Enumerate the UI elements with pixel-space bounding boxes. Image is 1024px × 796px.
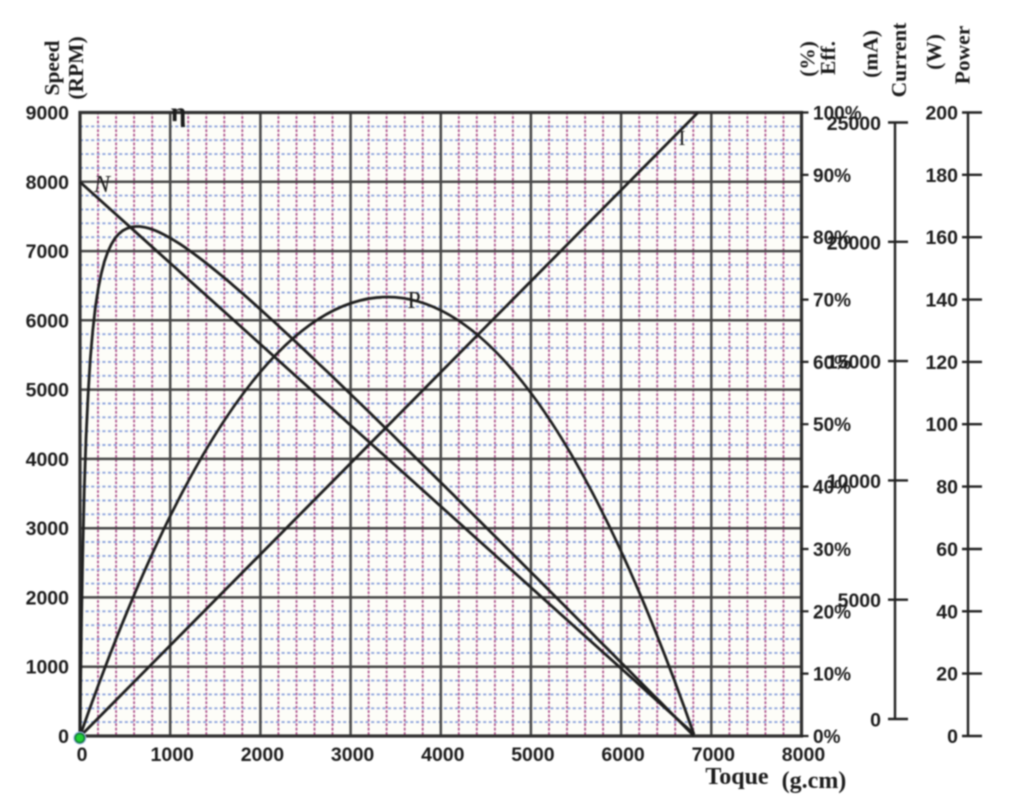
svg-text:8000: 8000: [26, 172, 70, 194]
svg-text:7000: 7000: [26, 241, 70, 263]
svg-text:0: 0: [58, 726, 69, 748]
svg-text:Current: Current: [887, 22, 911, 98]
svg-text:1000: 1000: [151, 744, 195, 766]
svg-text:6000: 6000: [26, 310, 70, 332]
svg-text:10%: 10%: [813, 665, 851, 686]
svg-text:160: 160: [925, 227, 958, 249]
svg-text:3000: 3000: [26, 518, 70, 540]
svg-text:80: 80: [936, 477, 958, 499]
svg-text:(mA): (mA): [859, 30, 883, 78]
svg-text:3000: 3000: [331, 744, 375, 766]
svg-text:90%: 90%: [813, 166, 851, 187]
svg-text:80%: 80%: [813, 228, 851, 249]
svg-text:20%: 20%: [813, 602, 851, 623]
svg-text:8000: 8000: [782, 744, 826, 766]
svg-text:0: 0: [77, 744, 88, 766]
svg-text:Eff.: Eff.: [816, 41, 840, 75]
svg-text:(W): (W): [922, 34, 946, 70]
svg-text:10000: 10000: [827, 471, 881, 493]
svg-text:Speed: Speed: [40, 40, 64, 95]
svg-text:200: 200: [925, 103, 958, 125]
svg-text:4000: 4000: [421, 744, 465, 766]
svg-text:2000: 2000: [241, 744, 285, 766]
svg-text:(g.cm): (g.cm): [782, 768, 847, 794]
svg-text:25000: 25000: [827, 113, 881, 135]
svg-text:140: 140: [925, 290, 958, 312]
svg-text:I: I: [679, 126, 686, 150]
svg-text:5000: 5000: [26, 380, 70, 402]
svg-text:70%: 70%: [813, 291, 851, 312]
svg-text:5000: 5000: [838, 590, 882, 612]
svg-text:0: 0: [947, 726, 958, 748]
svg-text:60%: 60%: [813, 353, 851, 374]
svg-text:η: η: [171, 97, 186, 127]
svg-text:40: 40: [936, 601, 958, 623]
svg-text:30%: 30%: [813, 540, 851, 561]
svg-text:60: 60: [936, 539, 958, 561]
svg-text:0: 0: [870, 710, 881, 732]
svg-text:Toque: Toque: [705, 764, 769, 790]
svg-text:9000: 9000: [26, 103, 70, 125]
svg-text:4000: 4000: [26, 449, 70, 471]
svg-text:20000: 20000: [827, 232, 881, 254]
svg-text:40%: 40%: [813, 478, 851, 499]
svg-text:5000: 5000: [511, 744, 555, 766]
svg-text:7000: 7000: [692, 744, 736, 766]
svg-text:6000: 6000: [601, 744, 645, 766]
svg-text:20: 20: [936, 664, 958, 686]
svg-text:15000: 15000: [827, 352, 881, 374]
svg-text:N: N: [93, 172, 112, 198]
svg-text:(%): (%): [796, 41, 820, 77]
svg-text:100: 100: [925, 414, 958, 436]
svg-text:120: 120: [925, 352, 958, 374]
svg-text:100%: 100%: [813, 104, 862, 125]
svg-text:180: 180: [925, 165, 958, 187]
svg-text:P: P: [407, 288, 420, 314]
svg-text:(RPM): (RPM): [64, 36, 88, 99]
svg-text:0%: 0%: [813, 727, 841, 748]
svg-text:2000: 2000: [26, 587, 70, 609]
svg-text:50%: 50%: [813, 415, 851, 436]
svg-text:1000: 1000: [26, 657, 70, 679]
svg-text:Power: Power: [951, 25, 975, 84]
